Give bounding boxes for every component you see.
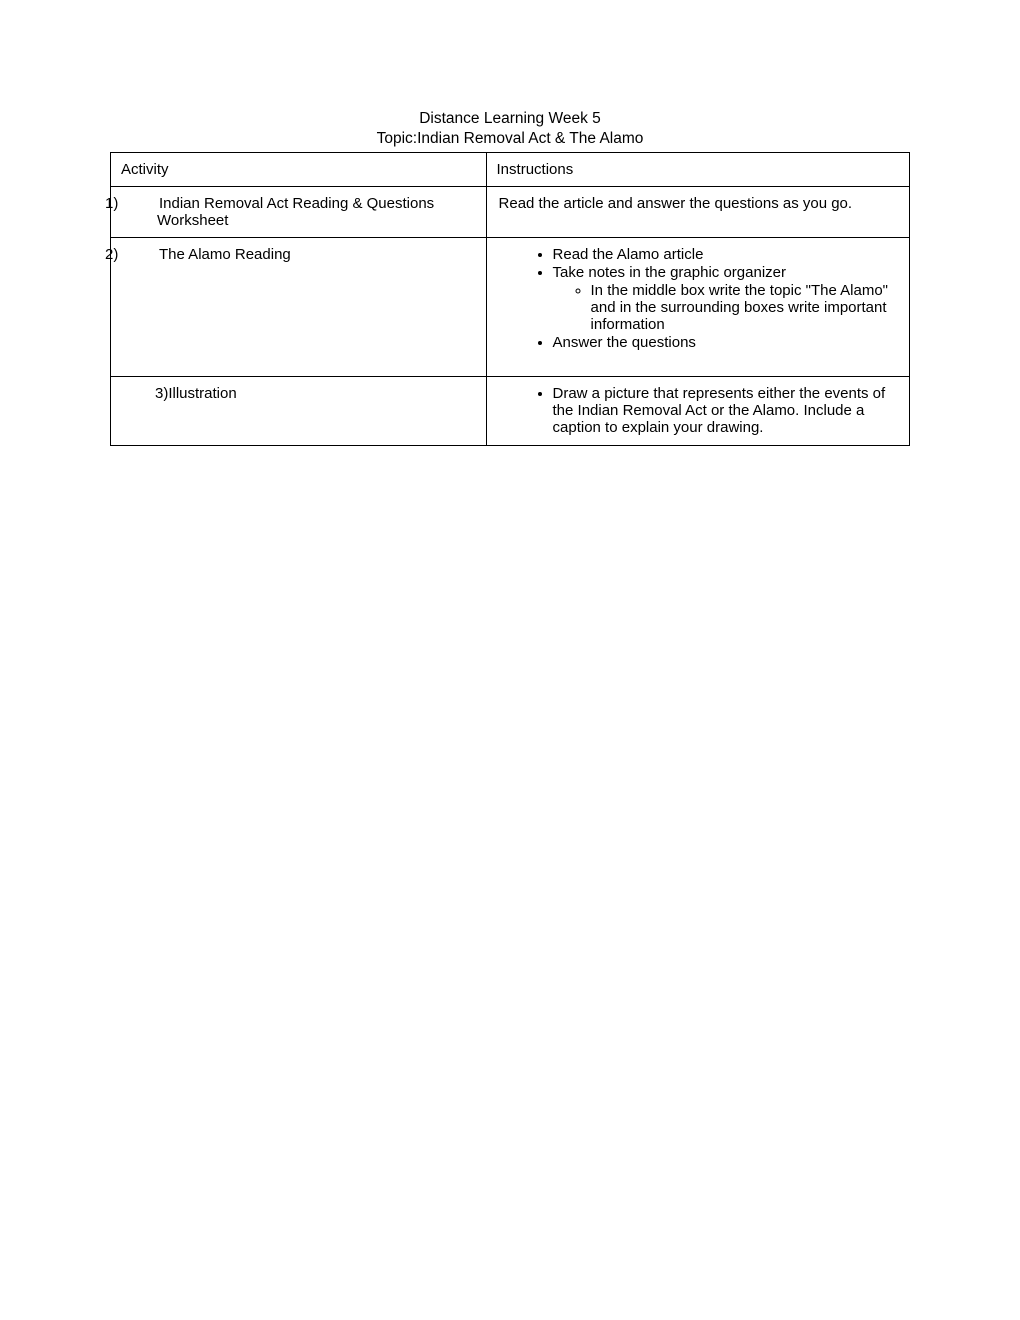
instructions-cell-1: Read the article and answer the question…: [486, 187, 909, 238]
activity-text-2: The Alamo Reading: [159, 246, 291, 263]
instructions-bullets-2: Read the Alamo article Take notes in the…: [497, 246, 899, 351]
table-header-row: Activity Instructions: [111, 153, 910, 187]
activity-label-3: 3)Illustration: [121, 385, 476, 402]
page-subtitle: Topic:Indian Removal Act & The Alamo: [110, 130, 910, 148]
column-header-instructions: Instructions: [486, 153, 909, 187]
bullet-text: Take notes in the graphic organizer: [553, 264, 786, 281]
subbullet-item: In the middle box write the topic "The A…: [591, 282, 899, 333]
bullet-item: Read the Alamo article: [553, 246, 899, 263]
table-row: 2) The Alamo Reading Read the Alamo artic…: [111, 238, 910, 377]
instructions-cell-3: Draw a picture that represents either th…: [486, 377, 909, 446]
instructions-subbullets-2: In the middle box write the topic "The A…: [553, 282, 899, 333]
instructions-text-1: Read the article and answer the question…: [497, 195, 899, 212]
page-container: Distance Learning Week 5 Topic:Indian Re…: [0, 0, 1020, 446]
instructions-cell-2: Read the Alamo article Take notes in the…: [486, 238, 909, 377]
activity-cell-1: 1) Indian Removal Act Reading & Questions…: [111, 187, 487, 238]
table-row: 1) Indian Removal Act Reading & Questions…: [111, 187, 910, 238]
activity-cell-3: 3)Illustration: [111, 377, 487, 446]
activity-text-1: Indian Removal Act Reading & Questions W…: [157, 195, 434, 229]
activity-number-1: 1): [131, 195, 151, 212]
table-row: 3)Illustration Draw a picture that repre…: [111, 377, 910, 446]
page-title: Distance Learning Week 5: [110, 110, 910, 128]
instructions-bullets-3: Draw a picture that represents either th…: [497, 385, 899, 436]
activity-table: Activity Instructions 1) Indian Removal A…: [110, 152, 910, 446]
bullet-item: Take notes in the graphic organizer In t…: [553, 264, 899, 333]
column-header-activity: Activity: [111, 153, 487, 187]
activity-number-2: 2): [131, 246, 151, 263]
bullet-item: Answer the questions: [553, 334, 899, 351]
activity-cell-2: 2) The Alamo Reading: [111, 238, 487, 377]
bullet-item: Draw a picture that represents either th…: [553, 385, 899, 436]
